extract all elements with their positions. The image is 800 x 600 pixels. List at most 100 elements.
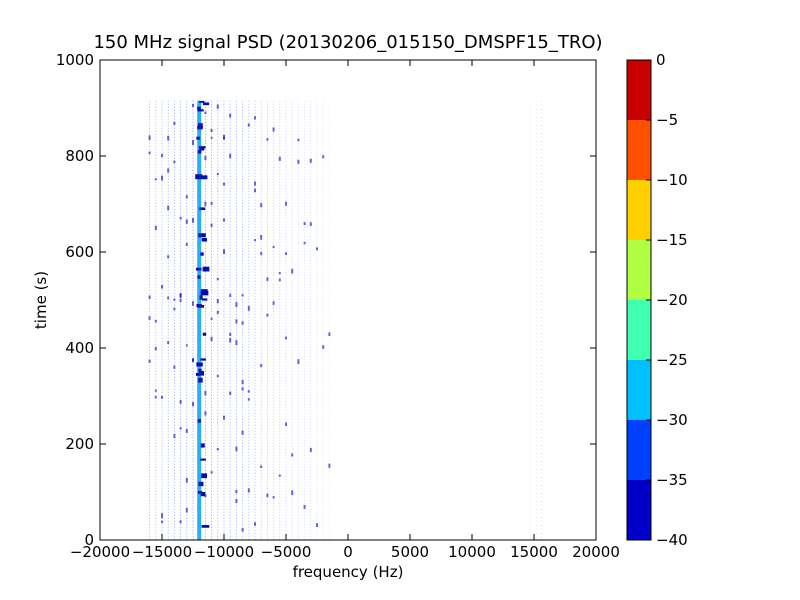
- y-tick-label: 800: [65, 147, 94, 165]
- psd-speck: [167, 341, 170, 345]
- chart-title: 150 MHz signal PSD (20130206_015150_DMSP…: [93, 32, 602, 53]
- psd-speck: [210, 201, 213, 205]
- colorbar-segment: [627, 60, 651, 120]
- psd-speck: [235, 489, 238, 494]
- psd-speck: [254, 116, 256, 120]
- strong-line-speck: [199, 147, 205, 151]
- heatmap-traces: [148, 100, 542, 541]
- psd-speck: [161, 513, 163, 519]
- colorbar-tick-label: −30: [656, 411, 688, 429]
- psd-speck: [223, 249, 225, 254]
- psd-speck: [167, 205, 170, 211]
- y-tick-label: 400: [65, 339, 94, 357]
- psd-speck: [185, 507, 188, 513]
- strong-line-speck: [197, 109, 204, 112]
- strong-line-speck: [201, 238, 208, 242]
- x-tick-label: −15000: [132, 543, 192, 561]
- psd-speck: [241, 379, 244, 385]
- psd-speck: [278, 156, 281, 161]
- psd-speck: [185, 429, 188, 433]
- psd-speck: [185, 344, 188, 347]
- strong-line-speck: [203, 102, 210, 106]
- strong-line-speck: [196, 362, 203, 367]
- psd-speck: [235, 340, 238, 346]
- colorbar-segment: [627, 480, 651, 540]
- psd-speck: [297, 159, 300, 164]
- strong-line-speck: [195, 372, 200, 376]
- strong-line-speck: [199, 207, 206, 211]
- psd-speck: [167, 168, 170, 173]
- psd-speck: [247, 390, 250, 393]
- colorbar: −40 −35 −30 −25 −20 −15 −10 −5 0: [626, 51, 688, 549]
- psd-speck: [210, 128, 213, 133]
- colorbar-tick-label: −5: [656, 111, 678, 129]
- psd-speck: [154, 178, 157, 181]
- psd-speck: [216, 310, 219, 314]
- colorbar-segment: [627, 300, 651, 360]
- psd-speck: [179, 399, 182, 404]
- strong-line-speck: [200, 252, 204, 256]
- psd-speck: [154, 319, 157, 323]
- strong-line-speck: [198, 371, 204, 376]
- psd-speck: [247, 123, 250, 127]
- psd-speck: [285, 336, 287, 340]
- psd-speck: [192, 217, 194, 223]
- psd-speck: [278, 272, 281, 275]
- colorbar-tick-label: −10: [656, 171, 688, 189]
- psd-speck: [247, 398, 250, 401]
- plot-area: −20000 −15000 −10000 −5000 0 5000 10000 15000 20…: [56, 51, 620, 561]
- psd-speck: [161, 175, 163, 181]
- strong-line-speck: [199, 100, 205, 103]
- psd-speck: [291, 268, 294, 274]
- psd-speck: [210, 471, 213, 474]
- psd-speck: [241, 294, 244, 297]
- psd-speck: [216, 277, 219, 281]
- y-axis-ticks: 0 200 400 600 800 1000: [56, 51, 596, 549]
- psd-speck: [278, 474, 281, 477]
- psd-speck: [173, 160, 176, 164]
- psd-speck: [328, 332, 331, 336]
- psd-speck: [148, 316, 151, 320]
- psd-speck: [210, 223, 213, 228]
- psd-speck: [266, 313, 269, 317]
- strong-line-speck: [200, 358, 206, 361]
- psd-speck: [254, 239, 256, 242]
- psd-speck: [229, 153, 232, 159]
- psd-speck: [272, 127, 275, 132]
- strong-line-speck: [197, 419, 201, 423]
- psd-speck: [185, 477, 188, 483]
- psd-speck: [148, 135, 151, 140]
- psd-speck: [241, 387, 244, 391]
- psd-speck: [173, 307, 176, 311]
- psd-speck: [316, 247, 318, 251]
- strong-line-speck: [198, 233, 206, 238]
- psd-speck: [247, 488, 250, 493]
- psd-speck: [223, 137, 225, 140]
- psd-speck: [260, 465, 263, 468]
- psd-speck: [328, 463, 331, 468]
- psd-speck: [173, 298, 176, 301]
- colorbar-segment: [627, 420, 651, 480]
- psd-speck: [235, 302, 238, 308]
- psd-speck: [303, 222, 306, 226]
- psd-speck: [192, 140, 194, 146]
- psd-speck: [167, 296, 170, 300]
- colorbar-segment: [627, 120, 651, 180]
- strong-line-speck: [201, 525, 210, 528]
- strong-line-speck: [198, 146, 206, 149]
- psd-speck: [173, 365, 176, 369]
- psd-speck: [161, 153, 163, 158]
- colorbar-segment: [627, 240, 651, 300]
- psd-speck: [260, 234, 263, 240]
- strong-line-speck: [197, 125, 203, 130]
- psd-speck: [229, 332, 232, 337]
- psd-speck: [303, 241, 306, 245]
- colorbar-tick-label: −15: [656, 231, 688, 249]
- x-axis-label: frequency (Hz): [293, 563, 404, 581]
- psd-speck: [204, 155, 207, 161]
- psd-speck: [297, 359, 300, 365]
- psd-speck: [303, 504, 306, 509]
- strong-line-speck: [195, 267, 202, 271]
- psd-speck: [229, 391, 232, 396]
- psd-speck: [285, 422, 287, 426]
